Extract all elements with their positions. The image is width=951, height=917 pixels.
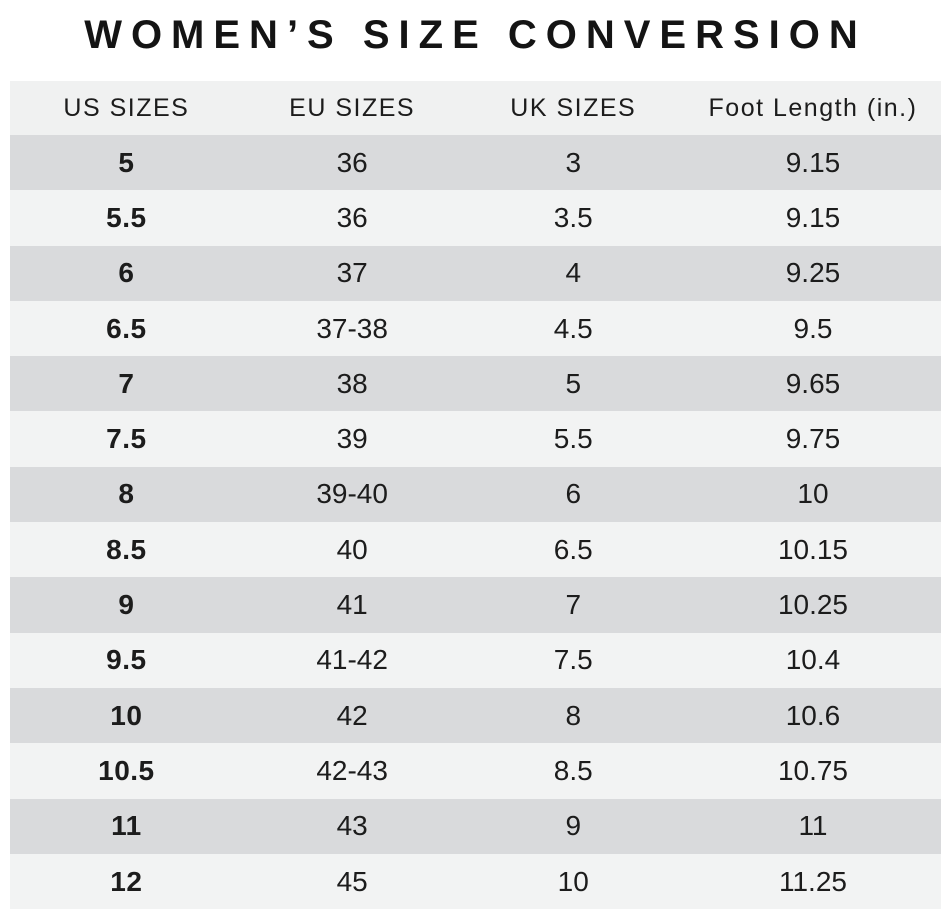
foot-length-cell: 9.15 xyxy=(785,146,841,178)
uk-size-cell: 5.5 xyxy=(553,423,593,455)
uk-size-cell: 7.5 xyxy=(553,644,593,676)
header-uk-sizes: UK SIZES xyxy=(461,81,685,135)
table-row: 10.5 42-43 8.5 10.75 xyxy=(10,743,941,799)
foot-length-cell: 9.65 xyxy=(785,367,841,399)
table-row: 9 41 7 10.25 xyxy=(10,577,941,633)
us-size-cell: 11 xyxy=(111,810,142,842)
table-row: 6 37 4 9.25 xyxy=(10,245,941,301)
table-header: US SIZES EU SIZES UK SIZES Foot Length (… xyxy=(10,81,941,135)
us-size-cell: 8.5 xyxy=(106,533,147,565)
us-size-cell: 7 xyxy=(118,367,135,399)
uk-size-cell: 4.5 xyxy=(553,312,593,344)
page-title: WOMEN’S SIZE CONVERSION xyxy=(84,13,867,57)
uk-size-cell: 8 xyxy=(565,699,582,731)
uk-size-cell: 9 xyxy=(565,810,582,842)
uk-size-cell: 4 xyxy=(565,257,582,289)
uk-size-cell: 8.5 xyxy=(553,754,593,786)
foot-length-cell: 11 xyxy=(798,810,828,842)
table-row: 11 43 9 11 xyxy=(10,798,941,854)
eu-size-cell: 38 xyxy=(336,367,368,399)
foot-length-cell: 10.6 xyxy=(785,699,841,731)
header-row: US SIZES EU SIZES UK SIZES Foot Length (… xyxy=(10,81,941,135)
table-row: 5.5 36 3.5 9.15 xyxy=(10,190,941,246)
us-size-cell: 6 xyxy=(118,257,135,289)
table-row: 5 36 3 9.15 xyxy=(10,135,941,191)
foot-length-cell: 9.25 xyxy=(785,257,841,289)
eu-size-cell: 37 xyxy=(336,257,368,289)
uk-size-cell: 5 xyxy=(565,367,582,399)
eu-size-cell: 36 xyxy=(336,201,368,233)
table-row: 10 42 8 10.6 xyxy=(10,687,941,744)
table-row: 6.5 37-38 4.5 9.5 xyxy=(10,300,941,357)
eu-size-cell: 36 xyxy=(336,146,368,178)
eu-size-cell: 45 xyxy=(336,865,368,897)
table-body: 5 36 3 9.15 5.5 36 3.5 9.15 6 37 4 9.25 6.5 37-38 4.5 9… xyxy=(10,135,941,910)
header-foot-length: Foot Length (in.) xyxy=(684,81,941,135)
uk-size-cell: 6 xyxy=(565,478,582,510)
eu-size-cell: 40 xyxy=(336,533,368,565)
foot-length-cell: 10 xyxy=(797,478,829,510)
foot-length-cell: 9.75 xyxy=(785,423,841,455)
table-row: 8.5 40 6.5 10.15 xyxy=(10,522,941,578)
us-size-cell: 5.5 xyxy=(106,201,147,233)
eu-size-cell: 41-42 xyxy=(316,644,388,676)
us-size-cell: 9.5 xyxy=(106,644,147,676)
foot-length-cell: 10.15 xyxy=(777,533,849,565)
eu-size-cell: 42-43 xyxy=(316,754,388,786)
foot-length-cell: 9.15 xyxy=(785,201,841,233)
uk-size-cell: 7 xyxy=(565,589,582,621)
us-size-cell: 10 xyxy=(110,699,143,731)
eu-size-cell: 43 xyxy=(336,810,368,842)
foot-length-cell: 10.75 xyxy=(777,754,849,786)
uk-size-cell: 10 xyxy=(557,865,589,897)
uk-size-cell: 3 xyxy=(565,146,582,178)
size-conversion-table: US SIZES EU SIZES UK SIZES Foot Length (… xyxy=(10,81,941,910)
foot-length-cell: 11.25 xyxy=(778,865,847,897)
table-row: 7.5 39 5.5 9.75 xyxy=(10,411,941,467)
foot-length-cell: 10.25 xyxy=(777,589,849,621)
us-size-cell: 9 xyxy=(118,589,135,621)
header-eu-sizes: EU SIZES xyxy=(242,81,462,135)
us-size-cell: 10.5 xyxy=(98,754,155,786)
eu-size-cell: 41 xyxy=(336,589,368,621)
eu-size-cell: 39-40 xyxy=(316,478,388,510)
us-size-cell: 6.5 xyxy=(106,312,147,344)
uk-size-cell: 3.5 xyxy=(553,201,593,233)
eu-size-cell: 37-38 xyxy=(316,312,388,344)
uk-size-cell: 6.5 xyxy=(553,533,593,565)
table-row: 9.5 41-42 7.5 10.4 xyxy=(10,632,941,688)
us-size-cell: 5 xyxy=(118,146,135,178)
us-size-cell: 12 xyxy=(110,865,143,897)
header-us-sizes: US SIZES xyxy=(10,81,243,135)
foot-length-cell: 9.5 xyxy=(793,312,833,344)
eu-size-cell: 42 xyxy=(336,699,368,731)
us-size-cell: 7.5 xyxy=(106,423,147,455)
table-row: 8 39-40 6 10 xyxy=(10,466,941,523)
foot-length-cell: 10.4 xyxy=(785,644,841,676)
us-size-cell: 8 xyxy=(118,478,135,510)
table-row: 7 38 5 9.65 xyxy=(10,356,941,412)
table-row: 12 45 10 11.25 xyxy=(10,853,941,910)
eu-size-cell: 39 xyxy=(336,423,368,455)
